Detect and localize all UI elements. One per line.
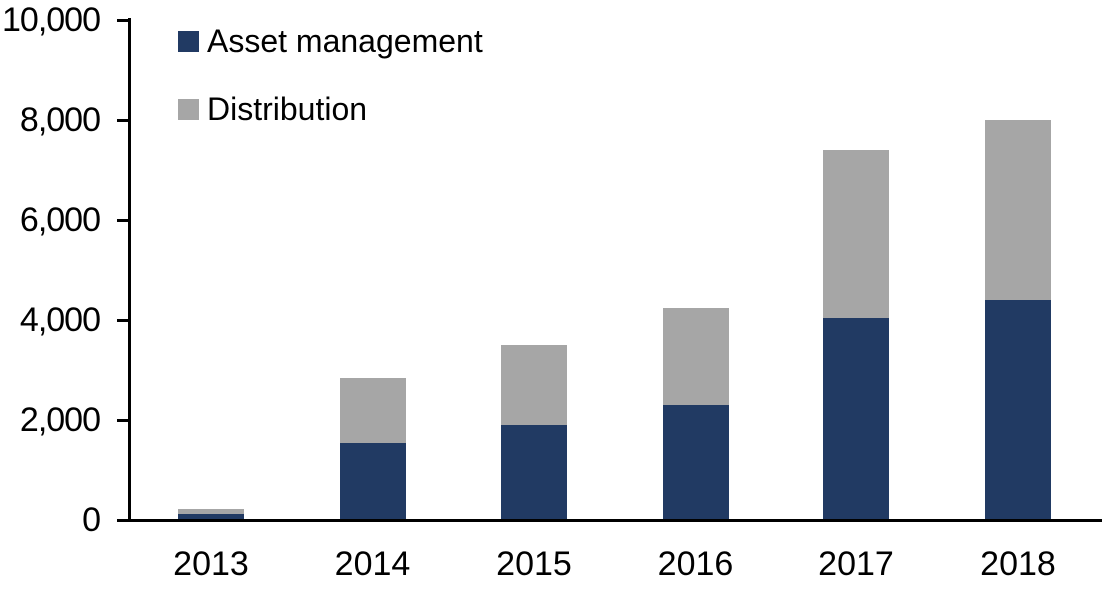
- x-axis-line: [128, 519, 1102, 522]
- legend-label: Asset management: [207, 22, 483, 59]
- y-tick-label: 4,000: [19, 301, 101, 339]
- y-axis-line: [128, 18, 131, 522]
- x-tick-label-2015: 2015: [496, 545, 572, 583]
- y-tick-label: 8,000: [19, 101, 101, 139]
- bar-segment-asset-management-2014: [339, 442, 406, 520]
- y-tick-label: 6,000: [19, 201, 101, 239]
- y-tick: [117, 118, 129, 122]
- y-tick: [117, 318, 129, 322]
- y-tick: [117, 418, 129, 422]
- legend-item-asset-management: Asset management: [178, 22, 483, 59]
- y-tick-label: 0: [82, 501, 101, 539]
- bar-group-2014: [339, 377, 406, 520]
- bar-group-2015: [501, 345, 567, 520]
- bar-segment-distribution-2014: [339, 377, 406, 443]
- bar-group-2017: [823, 150, 889, 520]
- bar-segment-asset-management-2016: [662, 405, 729, 520]
- bar-segment-distribution-2017: [823, 150, 889, 318]
- y-tick: [117, 518, 129, 522]
- bar-group-2018: [985, 120, 1051, 520]
- y-tick-label: 10,000: [2, 1, 101, 39]
- x-tick-label-2018: 2018: [980, 545, 1056, 583]
- bar-segment-distribution-2013: [178, 508, 244, 514]
- legend: Asset management Distribution: [178, 22, 483, 161]
- bar-segment-asset-management-2015: [501, 425, 567, 520]
- x-tick-label-2016: 2016: [657, 545, 734, 583]
- legend-swatch-distribution: [178, 98, 199, 120]
- bar-segment-distribution-2015: [501, 345, 567, 425]
- y-tick: [117, 218, 129, 222]
- bar-segment-asset-management-2017: [823, 317, 889, 520]
- y-tick-label: 2,000: [19, 401, 101, 439]
- bar-group-2013: [178, 508, 244, 520]
- x-tick-label-2014: 2014: [334, 545, 411, 583]
- legend-label: Distribution: [207, 90, 368, 127]
- bar-segment-asset-management-2018: [985, 300, 1051, 520]
- legend-swatch-asset-management: [178, 30, 199, 52]
- legend-item-distribution: Distribution: [178, 90, 483, 127]
- x-tick-label-2017: 2017: [818, 545, 894, 583]
- bar-segment-asset-management-2013: [178, 514, 244, 520]
- y-tick: [117, 18, 129, 22]
- bar-segment-distribution-2018: [985, 120, 1051, 300]
- x-tick-label-2013: 2013: [173, 545, 249, 583]
- bar-group-2016: [662, 307, 729, 520]
- bar-segment-distribution-2016: [662, 307, 729, 405]
